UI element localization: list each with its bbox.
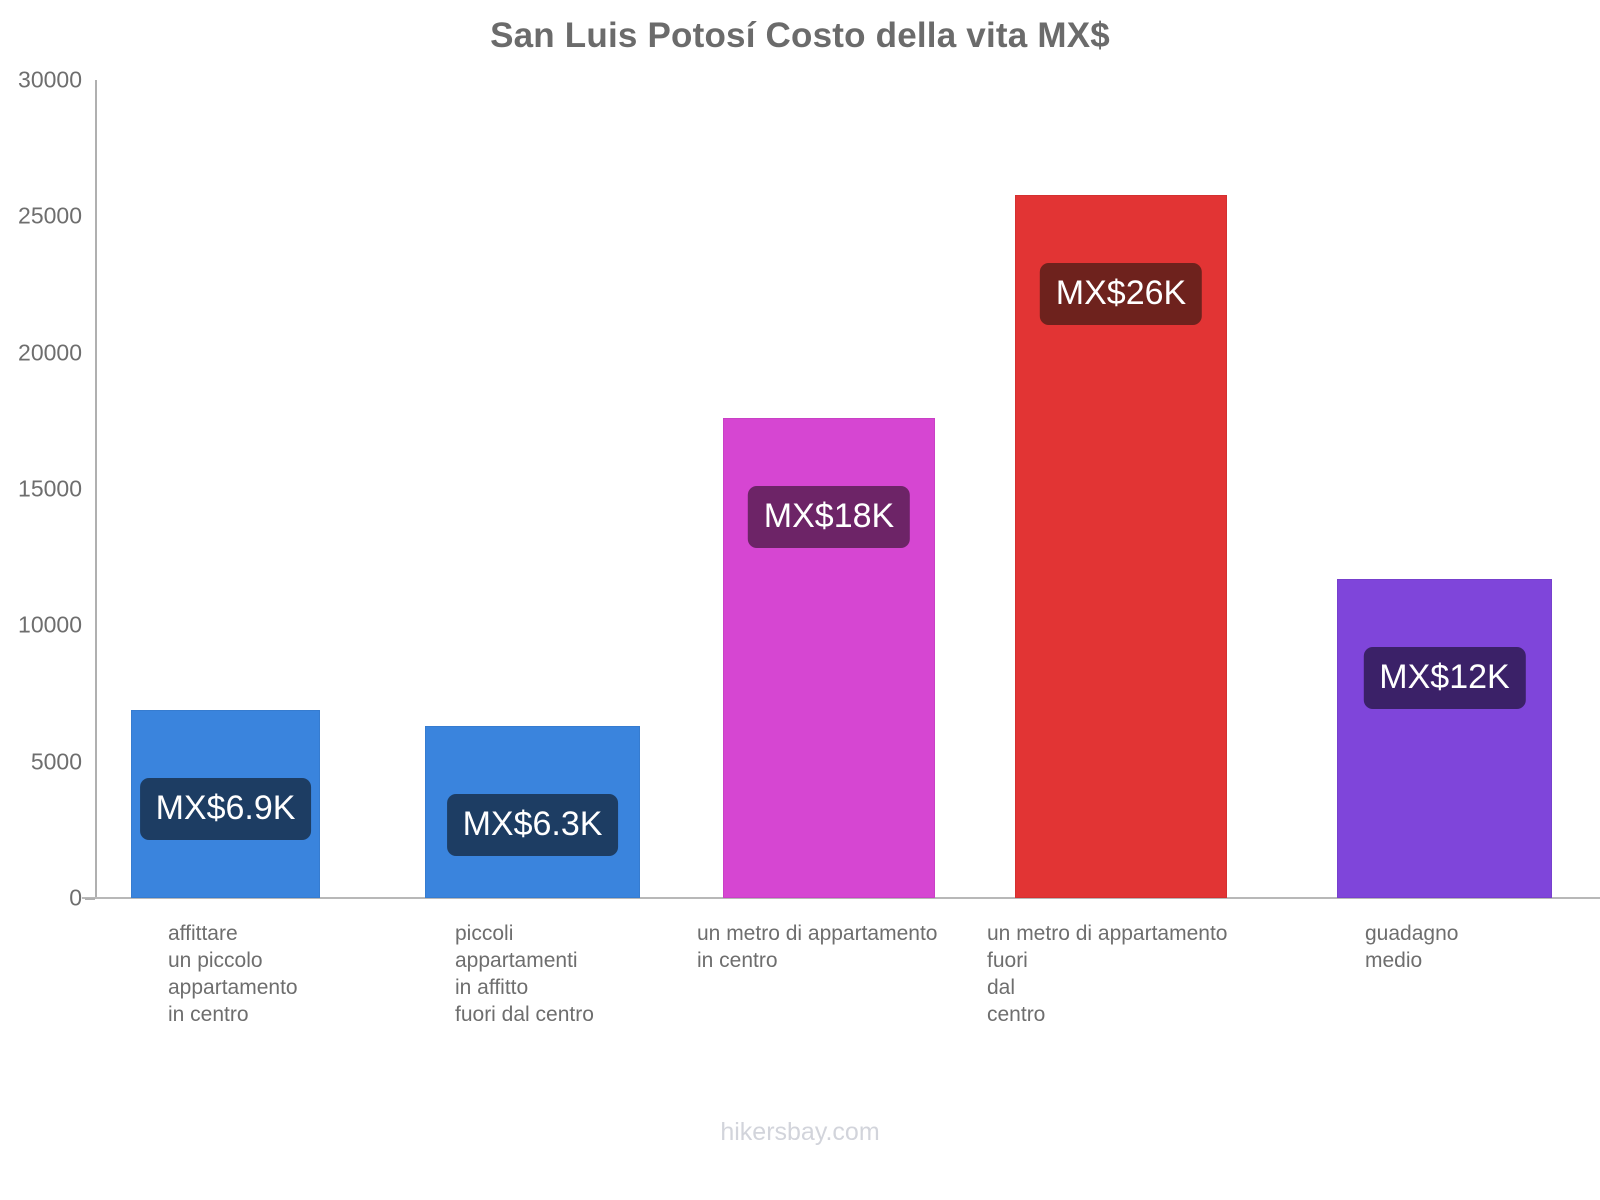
y-axis-tick-label: 30000 [18,66,82,93]
x-axis-category-label-line: medio [1365,949,1423,972]
bar-value-label: MX$6.3K [446,794,619,857]
bar-value-label: MX$18K [747,486,911,549]
y-axis-tick-mark [85,898,95,900]
y-axis-line [95,80,97,898]
x-axis-category-label-line: centro [987,1003,1046,1026]
bar-rect[interactable] [1337,578,1552,898]
bar-value-label: MX$6.9K [139,777,312,840]
bar-value-label: MX$26K [1039,262,1203,325]
x-axis-category-label-line: dal [987,976,1016,999]
bar[interactable]: MX$6.9K [131,709,320,898]
x-axis-category-label: guadagno medio [1365,920,1458,974]
x-axis-category-label: piccoli appartamenti in affitto fuori dal c… [455,920,594,1028]
x-axis-category-label-line: un metro di appartamento [987,922,1228,945]
y-axis-tick-label: 5000 [30,748,82,775]
y-axis-tick-label: 0 [69,884,82,911]
x-axis-category-label: un metro di appartamento in centro [697,920,937,974]
x-axis-category-label-line: appartamento [168,976,298,999]
bar[interactable]: MX$26K [1015,194,1227,898]
source-watermark: hikersbay.com [720,1118,880,1146]
y-axis-tick-label: 25000 [18,202,82,229]
x-axis-category-label-line: in centro [697,949,778,972]
page-title: San Luis Potosí Costo della vita MX$ [490,16,1110,55]
y-axis-tick-label: 15000 [18,475,82,502]
x-axis-category-label-line: affittare [168,922,238,945]
x-axis-category-label-line: appartamenti [455,949,578,972]
y-axis-tick-label: 10000 [18,611,82,638]
y-axis-tick-label: 20000 [18,339,82,366]
x-axis-category-label-line: piccoli [455,922,514,945]
x-axis-category-label-line: guadagno [1365,922,1459,945]
bar[interactable]: MX$18K [723,418,935,898]
bar-value-label: MX$12K [1363,646,1526,709]
x-axis-category-label-line: un metro di appartamento [697,922,938,945]
x-axis-category-label-line: fuori dal centro [455,1003,594,1026]
x-axis-line [82,897,1600,899]
x-axis-category-label-line: in centro [168,1003,249,1026]
x-axis-category-label-line: fuori [987,949,1028,972]
x-axis-category-label: un metro di appartamento fuori dal centro [987,920,1227,1028]
bar[interactable]: MX$6.3K [425,726,640,898]
x-axis-category-label-line: un piccolo [168,949,263,972]
x-axis-category-label-line: in affitto [455,976,529,999]
x-axis-category-label: affittare un piccolo appartamento in centro [168,920,298,1028]
bar[interactable]: MX$12K [1337,578,1552,898]
